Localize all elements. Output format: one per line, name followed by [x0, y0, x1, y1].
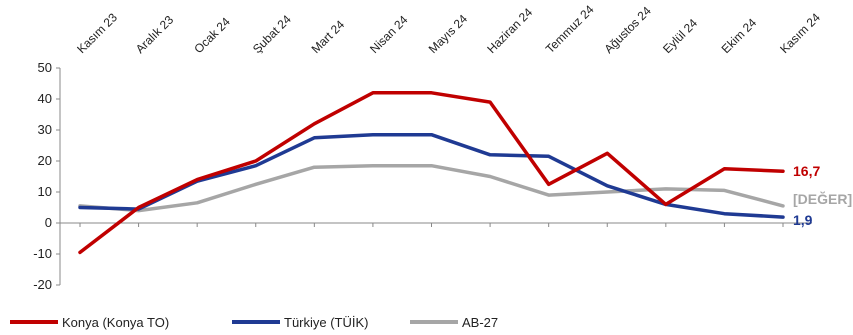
end-label-2: [DEĞER]: [793, 190, 852, 207]
series-layer: [78, 91, 785, 255]
y-axis: -20 -10 0 10 20 30 40 50: [33, 60, 61, 292]
x-tick-label: Ağustos 24: [601, 4, 654, 57]
x-tick-label: Temmuz 24: [543, 2, 597, 56]
legend-label-2: AB-27: [462, 315, 498, 330]
legend-label-0: Konya (Konya TO): [62, 315, 169, 330]
y-tick-label: 30: [38, 122, 52, 137]
end-label-0: 16,7: [793, 163, 820, 179]
y-tick-label: 0: [45, 215, 52, 230]
y-tick-label: 40: [38, 91, 52, 106]
x-tick-label: Nisan 24: [367, 13, 411, 57]
y-tick-label: 20: [38, 153, 52, 168]
x-tick-label: Ekim 24: [719, 15, 760, 56]
x-tick-label: Şubat 24: [250, 12, 294, 56]
x-tick-label: Kasım 23: [74, 10, 120, 56]
x-tick-label: Ocak 24: [191, 14, 233, 56]
end-labels: 16,7 1,9 [DEĞER]: [793, 163, 852, 228]
x-tick-label: Haziran 24: [484, 5, 535, 56]
y-tick-label: 50: [38, 60, 52, 75]
y-tick-label: -10: [33, 246, 52, 261]
series-line-2: [78, 163, 785, 213]
x-tick-label: Kasım 24: [777, 10, 823, 56]
legend: Konya (Konya TO) Türkiye (TÜİK) AB-27: [10, 315, 498, 330]
x-tick-label: Eylül 24: [660, 16, 700, 56]
series-line-0: [78, 91, 785, 255]
legend-label-1: Türkiye (TÜİK): [284, 315, 369, 330]
y-tick-label: -20: [33, 277, 52, 292]
x-tick-label: Aralık 23: [133, 13, 177, 57]
x-tick-label: Mayıs 24: [426, 12, 471, 57]
y-tick-label: 10: [38, 184, 52, 199]
end-label-1: 1,9: [793, 212, 813, 228]
x-tick-label: Mart 24: [309, 17, 348, 56]
